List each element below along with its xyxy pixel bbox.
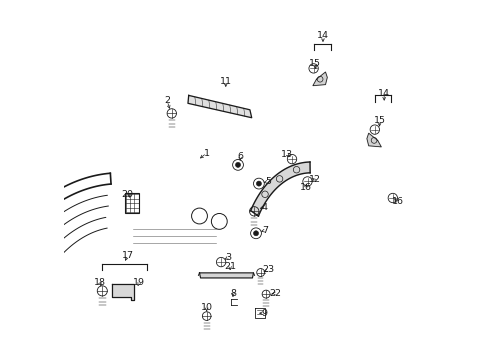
Text: 13: 13 bbox=[280, 150, 292, 158]
Circle shape bbox=[256, 181, 261, 186]
Polygon shape bbox=[250, 162, 309, 216]
Text: 21: 21 bbox=[224, 262, 236, 271]
Polygon shape bbox=[112, 284, 133, 300]
Text: 17: 17 bbox=[121, 251, 133, 260]
Text: 9: 9 bbox=[261, 309, 267, 318]
Text: 22: 22 bbox=[268, 289, 281, 298]
Text: 15: 15 bbox=[308, 58, 320, 68]
Text: 20: 20 bbox=[121, 190, 133, 199]
Text: 10: 10 bbox=[200, 303, 212, 312]
Circle shape bbox=[235, 162, 240, 167]
Text: 1: 1 bbox=[203, 149, 209, 158]
Text: 19: 19 bbox=[133, 278, 145, 287]
Text: 4: 4 bbox=[261, 202, 267, 211]
Text: 16: 16 bbox=[391, 197, 403, 206]
Text: 3: 3 bbox=[225, 253, 231, 262]
Text: 8: 8 bbox=[229, 289, 236, 298]
Text: 11: 11 bbox=[219, 77, 231, 85]
Bar bbox=[125, 193, 139, 213]
Polygon shape bbox=[312, 72, 326, 86]
Polygon shape bbox=[199, 273, 253, 278]
Text: 23: 23 bbox=[261, 266, 273, 274]
Text: 15: 15 bbox=[373, 116, 385, 125]
Text: 14: 14 bbox=[377, 89, 389, 98]
Text: 16: 16 bbox=[299, 183, 311, 192]
Text: 12: 12 bbox=[308, 175, 320, 184]
Text: 5: 5 bbox=[264, 177, 270, 186]
Polygon shape bbox=[366, 133, 381, 147]
Text: 7: 7 bbox=[262, 226, 268, 235]
Polygon shape bbox=[187, 95, 251, 118]
Text: 18: 18 bbox=[94, 278, 105, 287]
Circle shape bbox=[253, 231, 258, 236]
Text: 6: 6 bbox=[237, 152, 243, 161]
Text: 2: 2 bbox=[164, 96, 170, 105]
Text: 14: 14 bbox=[316, 31, 328, 40]
